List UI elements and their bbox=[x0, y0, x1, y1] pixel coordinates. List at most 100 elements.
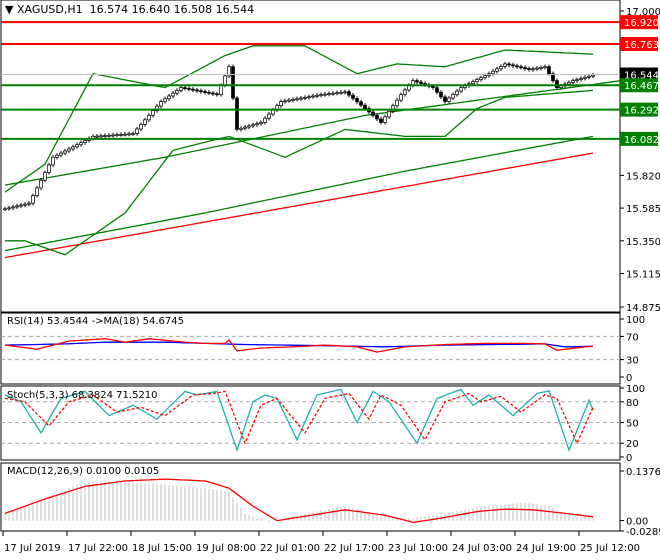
candle bbox=[35, 187, 39, 196]
candle bbox=[383, 116, 387, 123]
candle bbox=[335, 92, 339, 95]
candle bbox=[163, 98, 167, 102]
y-tick-label: 17.000 bbox=[626, 7, 660, 18]
candle bbox=[355, 98, 359, 103]
candle bbox=[327, 93, 331, 95]
price-label-box bbox=[620, 15, 658, 30]
candle bbox=[551, 73, 555, 81]
y-tick-label: 15.115 bbox=[626, 270, 660, 281]
candle bbox=[583, 76, 587, 79]
candle bbox=[419, 81, 423, 84]
candle bbox=[455, 90, 459, 95]
x-tick-label: 18 Jul 15:00 bbox=[132, 543, 192, 554]
candle bbox=[43, 172, 47, 181]
candle bbox=[471, 81, 475, 84]
candle bbox=[179, 87, 183, 91]
candle bbox=[183, 87, 187, 89]
candle bbox=[31, 195, 35, 204]
candle bbox=[283, 100, 287, 103]
candle bbox=[291, 99, 295, 101]
price-label-box bbox=[620, 78, 658, 93]
candle bbox=[439, 91, 443, 98]
candle bbox=[555, 80, 559, 88]
bollinger-upper-line bbox=[4, 45, 594, 193]
y-tick-label: 70 bbox=[626, 332, 639, 343]
y-tick-label: 0 bbox=[626, 453, 632, 464]
candle bbox=[115, 134, 119, 137]
y-tick-label: 15.585 bbox=[626, 204, 660, 215]
x-tick-label: 19 Jul 08:00 bbox=[196, 543, 256, 554]
candle bbox=[339, 91, 343, 94]
candle bbox=[67, 148, 71, 152]
rsi-label: RSI(14) 53.4544 ->MA(18) 54.6745 bbox=[7, 316, 184, 327]
candle bbox=[351, 94, 355, 99]
x-tick-label: 23 Jul 10:00 bbox=[388, 543, 448, 554]
candle bbox=[535, 67, 539, 70]
bollinger-lower-line bbox=[5, 89, 594, 256]
candle bbox=[51, 156, 55, 166]
candle bbox=[247, 125, 251, 128]
candle bbox=[307, 96, 311, 99]
macd-signal-line bbox=[4, 478, 594, 524]
candle bbox=[479, 77, 483, 81]
candle bbox=[451, 94, 455, 99]
dropdown-triangle-icon[interactable]: ▼ bbox=[5, 3, 14, 16]
candle bbox=[259, 122, 263, 124]
candle bbox=[243, 126, 247, 129]
symbol-label: XAGUSD,H1 bbox=[16, 3, 83, 16]
candle bbox=[531, 68, 535, 71]
candle bbox=[379, 118, 383, 123]
candle bbox=[39, 179, 43, 189]
candle bbox=[579, 78, 583, 80]
candle bbox=[199, 90, 203, 93]
price-label: 16.467 bbox=[624, 81, 659, 92]
candle bbox=[211, 92, 215, 95]
y-tick-label: 50 bbox=[626, 419, 639, 430]
candle bbox=[347, 91, 351, 96]
candle bbox=[151, 110, 155, 116]
y-tick-label: 20 bbox=[626, 439, 639, 450]
price-label: 16.920 bbox=[624, 18, 659, 29]
candle bbox=[567, 82, 571, 85]
rsi-line bbox=[4, 338, 594, 353]
candle bbox=[75, 144, 79, 148]
candle bbox=[527, 68, 531, 70]
stoch-label: Stoch(5,3,3) 68.3824 71.5210 bbox=[7, 390, 158, 401]
candle bbox=[239, 127, 243, 130]
candle bbox=[459, 87, 463, 92]
candle bbox=[203, 91, 207, 93]
candle bbox=[47, 164, 51, 173]
candle bbox=[523, 67, 527, 69]
candle bbox=[575, 79, 579, 81]
y-tick-label: 100 bbox=[626, 315, 645, 326]
candle bbox=[143, 119, 147, 125]
candle bbox=[107, 134, 111, 137]
candle bbox=[255, 123, 259, 126]
x-tick-label: 17 Jul 22:00 bbox=[68, 543, 128, 554]
candle bbox=[387, 110, 391, 118]
x-tick-label: 24 Jul 19:00 bbox=[516, 543, 576, 554]
candle bbox=[63, 150, 67, 154]
candle bbox=[147, 114, 151, 121]
candle bbox=[159, 101, 163, 107]
candle bbox=[23, 203, 27, 206]
candle bbox=[131, 133, 135, 135]
candle bbox=[231, 66, 235, 99]
candle bbox=[519, 66, 523, 69]
candle bbox=[191, 88, 195, 91]
candle bbox=[507, 63, 511, 66]
candle bbox=[447, 97, 451, 102]
candle bbox=[371, 111, 375, 116]
candle bbox=[539, 67, 543, 69]
candle bbox=[403, 89, 407, 95]
x-tick-label: 24 Jul 03:00 bbox=[452, 543, 512, 554]
candle bbox=[591, 74, 595, 77]
candle bbox=[135, 128, 139, 134]
candle bbox=[27, 202, 31, 205]
panel-3-frame bbox=[0, 462, 621, 532]
candle bbox=[315, 94, 319, 97]
y-tick-label: 15.820 bbox=[626, 171, 660, 182]
candle bbox=[139, 124, 143, 130]
